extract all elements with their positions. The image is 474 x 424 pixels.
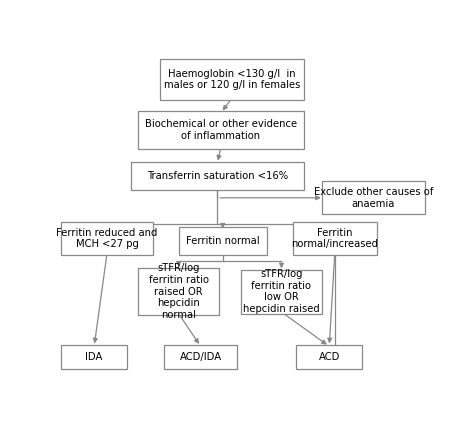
Text: Haemoglobin <130 g/l  in
males or 120 g/l in females: Haemoglobin <130 g/l in males or 120 g/l… [164,69,300,90]
Text: Transferrin saturation <16%: Transferrin saturation <16% [146,171,288,181]
FancyBboxPatch shape [296,345,362,369]
FancyBboxPatch shape [138,111,303,149]
FancyBboxPatch shape [160,59,303,100]
FancyBboxPatch shape [131,162,303,190]
FancyBboxPatch shape [322,181,425,214]
Text: Ferritin normal: Ferritin normal [186,236,260,246]
FancyBboxPatch shape [61,222,153,255]
FancyBboxPatch shape [61,345,127,369]
Text: ACD: ACD [319,352,340,362]
FancyBboxPatch shape [241,270,322,314]
FancyBboxPatch shape [164,345,237,369]
Text: Ferritin reduced and
MCH <27 pg: Ferritin reduced and MCH <27 pg [56,228,158,249]
FancyBboxPatch shape [292,222,377,255]
Text: Ferritin
normal/increased: Ferritin normal/increased [291,228,378,249]
Text: Biochemical or other evidence
of inflammation: Biochemical or other evidence of inflamm… [145,119,297,141]
Text: sTFR/log
ferritin ratio
low OR
hepcidin raised: sTFR/log ferritin ratio low OR hepcidin … [243,269,320,314]
Text: IDA: IDA [85,352,103,362]
FancyBboxPatch shape [138,268,219,315]
Text: ACD/IDA: ACD/IDA [180,352,222,362]
Text: Exclude other causes of
anaemia: Exclude other causes of anaemia [314,187,433,209]
Text: sTFR/log
ferritin ratio
raised OR
hepcidin
normal: sTFR/log ferritin ratio raised OR hepcid… [149,263,209,320]
FancyBboxPatch shape [179,227,267,255]
